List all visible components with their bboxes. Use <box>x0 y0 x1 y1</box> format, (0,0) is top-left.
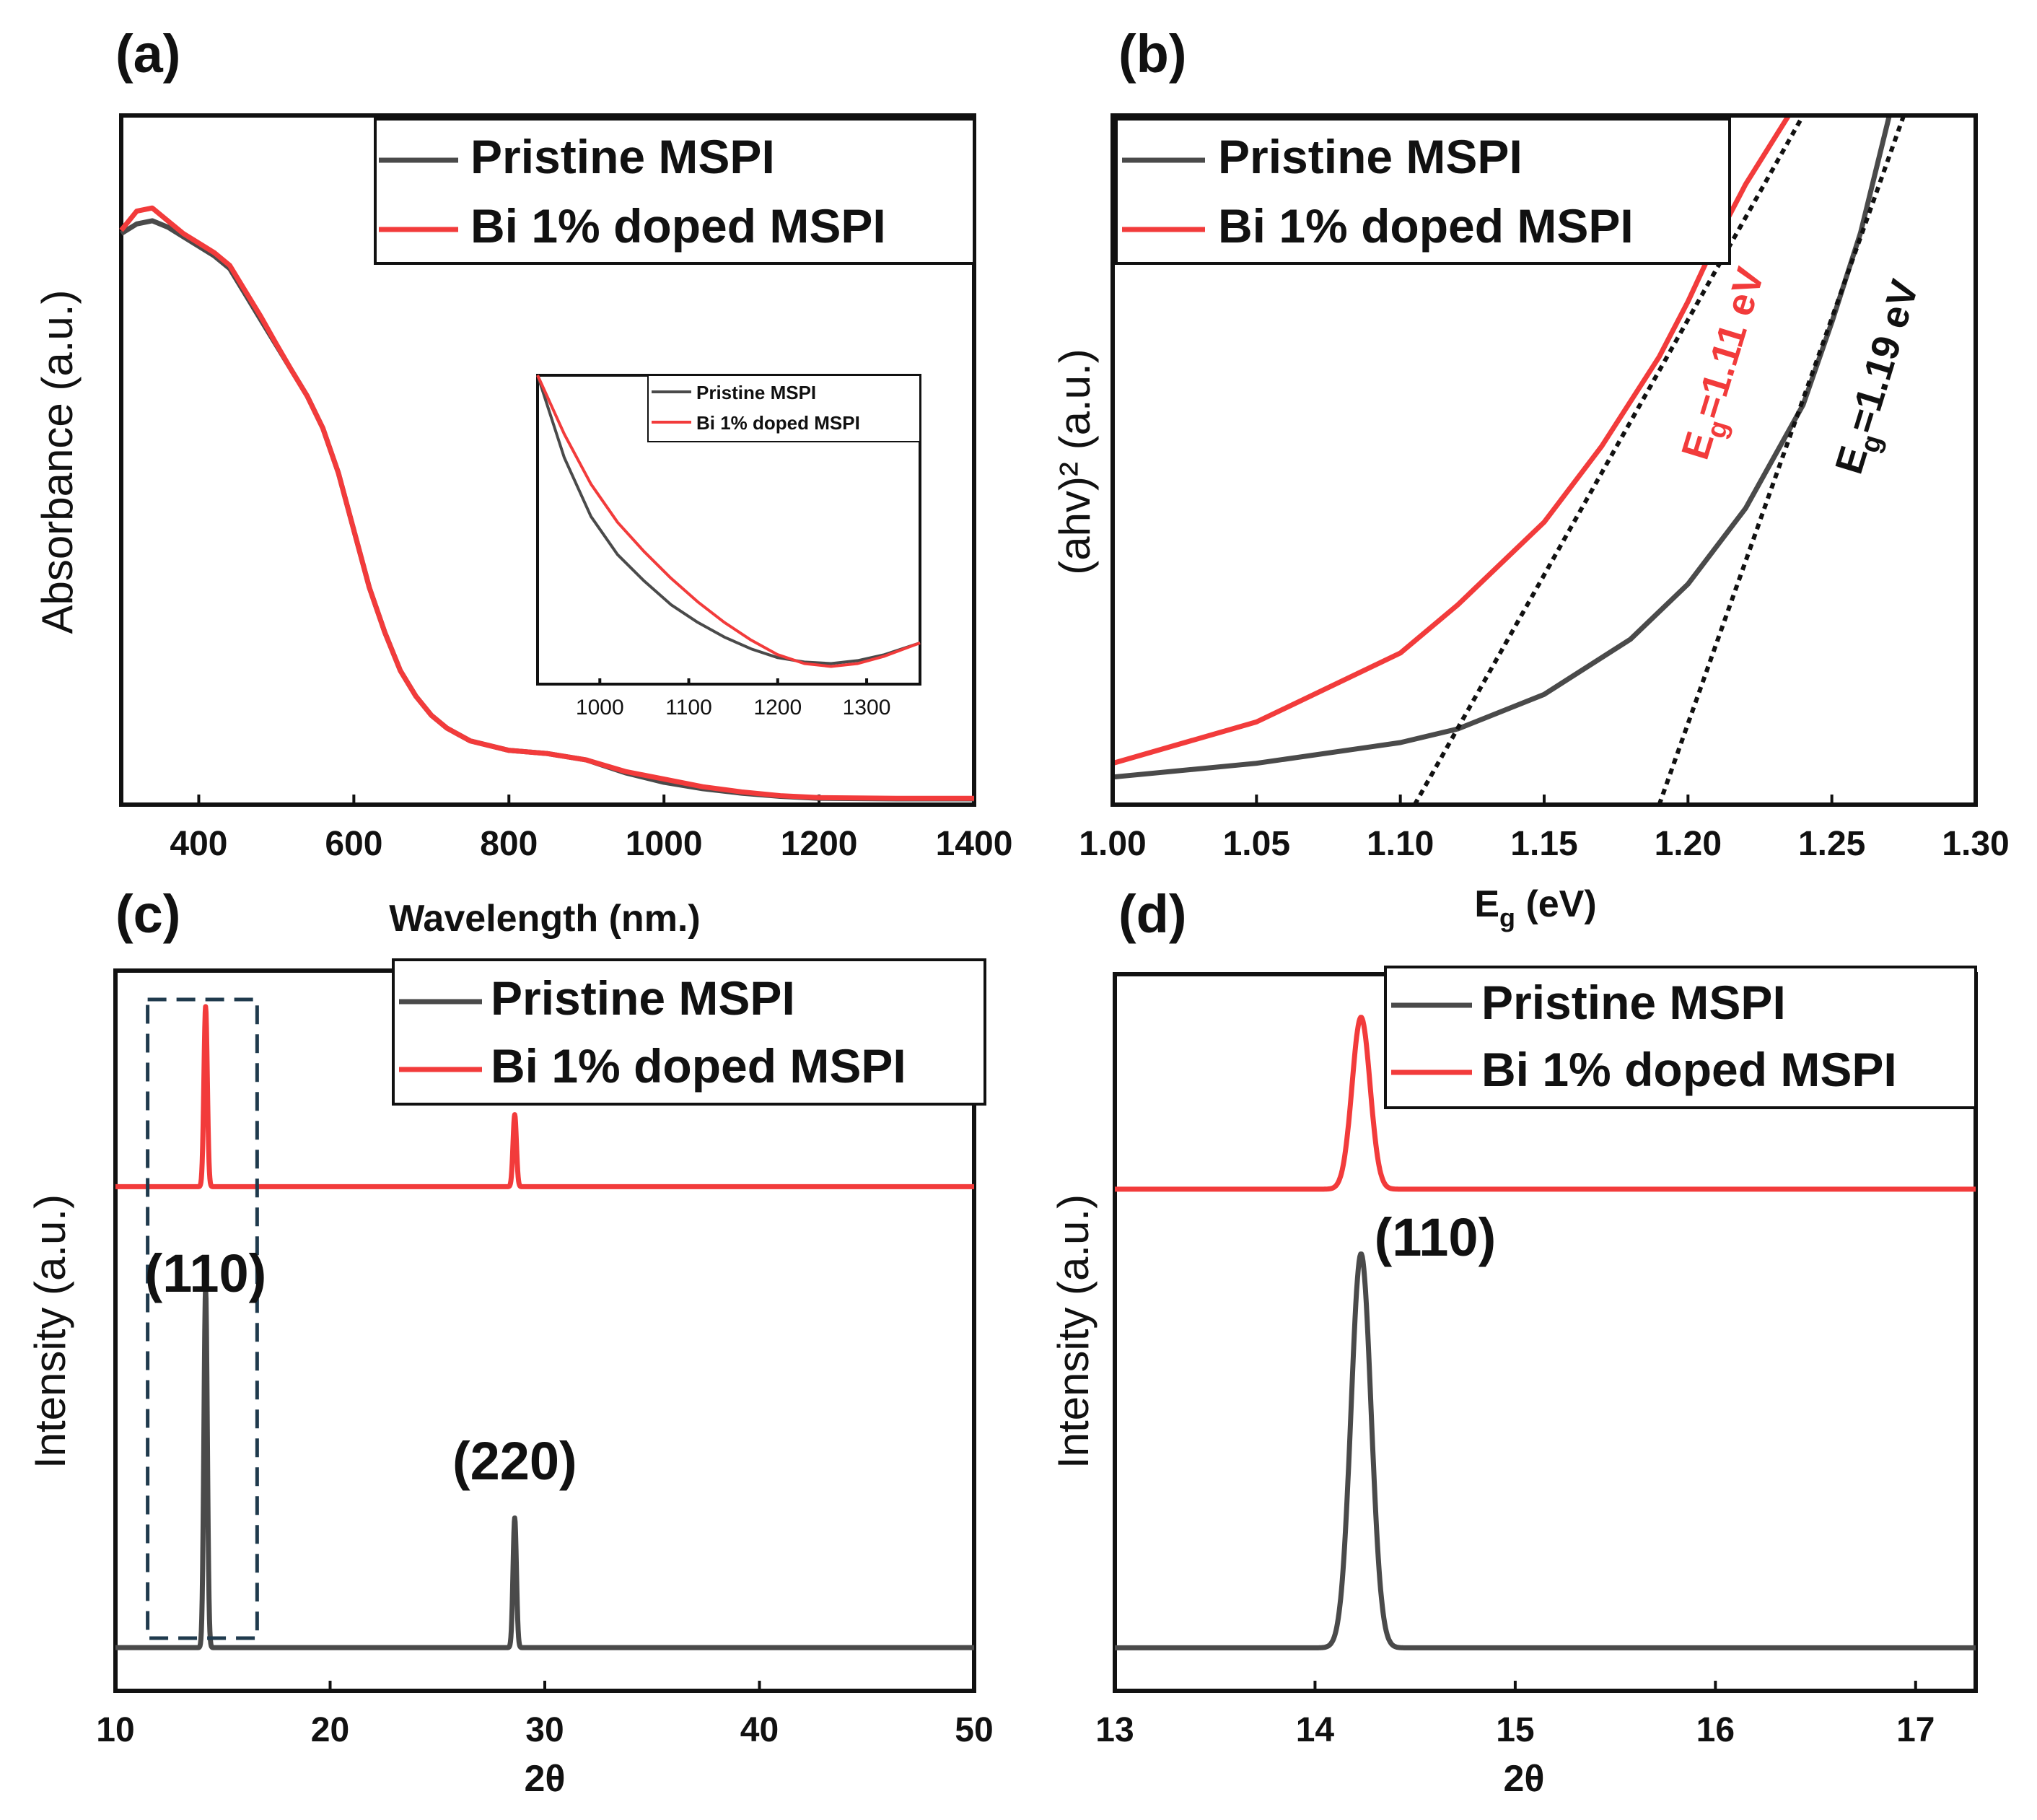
panel-c: (c) 10 20 30 40 50 Intensity (a.u.) 2θ (110)… <box>26 884 994 1800</box>
panel-d-line-doped <box>1113 1015 1978 1192</box>
panel-a: (a) 400 600 800 1000 1200 1400 Absorbance (a.… <box>33 24 1012 940</box>
panel-d-legend: Pristine MSPI Bi 1% doped MSPI <box>1384 966 1977 1109</box>
inset-series <box>536 375 921 668</box>
d-x-tick-label-0: 13 <box>1095 1711 1134 1749</box>
panel-b-x-axis-title-sub: g <box>1499 903 1515 932</box>
panel-c-y-axis-title: Intensity (a.u.) <box>26 1194 74 1469</box>
panel-a-frame <box>119 113 976 807</box>
legend-b-label-doped: Bi 1% doped MSPI <box>1218 199 1634 253</box>
a-x-tick-label-2: 800 <box>480 825 538 863</box>
panel-b-x-ticks: 1.00 1.05 1.10 1.15 1.20 1.25 1.30 <box>1079 795 2010 863</box>
panel-c-letter: (c) <box>115 884 180 944</box>
c-x-tick-label-4: 50 <box>955 1711 993 1749</box>
panel-a-legend: Pristine MSPI Bi 1% doped MSPI <box>374 118 976 265</box>
inset-x-tick-label-1: 1100 <box>665 696 712 719</box>
inset-legend-label-doped: Bi 1% doped MSPI <box>696 412 860 434</box>
panel-a-series <box>119 205 974 802</box>
panel-a-y-axis-title: Absorbance (a.u.) <box>33 290 82 634</box>
panel-b-legend: Pristine MSPI Bi 1% doped MSPI <box>1115 118 1731 265</box>
b-x-tick-label-0: 1.00 <box>1079 825 1146 863</box>
panel-b-tangent-doped <box>1412 114 1805 806</box>
inset-legend-label-pristine: Pristine MSPI <box>696 382 816 403</box>
peak-label-110: (110) <box>145 1243 267 1303</box>
panel-c-line-pristine <box>113 1285 976 1650</box>
inset-x-tick-label-2: 1200 <box>753 696 802 719</box>
a-x-tick-label-3: 1000 <box>626 825 703 863</box>
inset-x-ticks: 1000 1100 1200 1300 <box>576 678 891 719</box>
legend-a-label-pristine: Pristine MSPI <box>470 130 775 183</box>
b-x-tick-label-1: 1.05 <box>1223 825 1290 863</box>
legend-d-label-pristine: Pristine MSPI <box>1481 976 1786 1029</box>
inset-line-doped <box>536 375 921 668</box>
panel-c-x-ticks: 10 20 30 40 50 <box>96 1681 994 1749</box>
b-x-tick-label-4: 1.20 <box>1655 825 1722 863</box>
panel-a-inset: 1000 1100 1200 1300 Pristine MSPI Bi 1% dop… <box>536 374 921 719</box>
panel-d-x-axis-title: 2θ <box>1503 1758 1544 1800</box>
legend-c-label-pristine: Pristine MSPI <box>491 971 795 1025</box>
panel-b-legend-box <box>1115 118 1731 265</box>
panel-d-legend-box <box>1384 966 1977 1109</box>
panel-b-x-axis-title: Eg (eV) <box>1474 883 1596 932</box>
panel-d-letter: (d) <box>1118 884 1187 944</box>
panel-c-legend-box <box>392 958 986 1106</box>
panel-a-x-ticks: 400 600 800 1000 1200 1400 <box>170 795 1012 863</box>
peak-label-220: (220) <box>452 1431 577 1491</box>
panel-b-y-axis-title: (ahv)² (a.u.) <box>1051 349 1099 574</box>
inset-legend-box <box>647 375 921 442</box>
panel-b-x-axis-title-tail: (eV) <box>1515 883 1597 925</box>
panel-c-x-axis-title: 2θ <box>524 1758 565 1800</box>
inset-x-tick-label-0: 1000 <box>576 696 624 719</box>
d-x-tick-label-2: 15 <box>1496 1711 1534 1749</box>
panel-a-x-axis-title: Wavelength (nm.) <box>389 898 700 940</box>
inset-line-pristine <box>536 375 921 665</box>
d-x-tick-label-1: 14 <box>1296 1711 1335 1749</box>
b-x-tick-label-5: 1.25 <box>1798 825 1865 863</box>
c-x-tick-label-0: 10 <box>96 1711 134 1749</box>
b-x-tick-label-2: 1.10 <box>1367 825 1434 863</box>
panel-d-x-ticks: 13 14 15 16 17 <box>1095 1681 1935 1749</box>
panel-b-x-axis-title-main: E <box>1474 883 1499 925</box>
panel-d-series <box>1113 1015 1978 1650</box>
panel-b-line-pristine <box>1112 115 1892 780</box>
peak-label-110-zoom: (110) <box>1375 1207 1497 1267</box>
d-x-tick-label-3: 16 <box>1696 1711 1735 1749</box>
panel-d-line-pristine <box>1113 1251 1978 1650</box>
inset-x-tick-label-3: 1300 <box>843 696 891 719</box>
b-x-tick-label-6: 1.30 <box>1942 825 2009 863</box>
a-x-tick-label-5: 1400 <box>936 825 1013 863</box>
panel-a-legend-box <box>374 118 976 265</box>
panel-b-letter: (b) <box>1118 24 1187 84</box>
legend-b-label-pristine: Pristine MSPI <box>1218 130 1523 183</box>
c-x-tick-label-1: 20 <box>311 1711 349 1749</box>
panel-d-y-axis-title: Intensity (a.u.) <box>1049 1194 1098 1469</box>
panel-a-letter: (a) <box>115 24 180 84</box>
a-x-tick-label-0: 400 <box>170 825 227 863</box>
panel-d: (d) 13 14 15 16 17 Intensity (a.u.) 2θ (110)… <box>1049 884 1978 1800</box>
panel-c-legend: Pristine MSPI Bi 1% doped MSPI <box>392 958 986 1106</box>
c-x-tick-label-2: 30 <box>525 1711 564 1749</box>
c-x-tick-label-3: 40 <box>740 1711 779 1749</box>
b-x-tick-label-3: 1.15 <box>1510 825 1577 863</box>
a-x-tick-label-1: 600 <box>325 825 382 863</box>
panel-a-line-doped <box>119 205 974 801</box>
d-x-tick-label-4: 17 <box>1896 1711 1935 1749</box>
legend-a-label-doped: Bi 1% doped MSPI <box>470 199 886 253</box>
legend-c-label-doped: Bi 1% doped MSPI <box>491 1039 906 1093</box>
a-x-tick-label-4: 1200 <box>781 825 858 863</box>
legend-d-label-doped: Bi 1% doped MSPI <box>1481 1043 1897 1096</box>
panel-b-tangent-pristine <box>1657 114 1906 806</box>
